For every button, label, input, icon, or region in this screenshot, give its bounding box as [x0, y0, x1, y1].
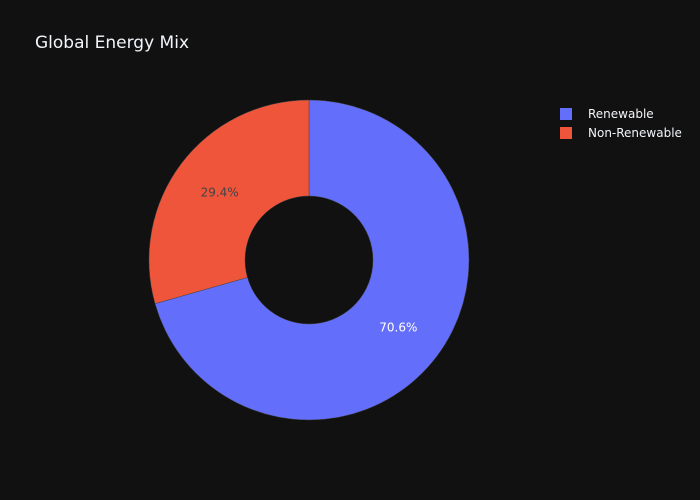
slice-label-renewable: 70.6% [379, 321, 417, 335]
donut-slices [148, 99, 470, 421]
legend-swatch-renewable [560, 107, 572, 120]
legend: Renewable Non-Renewable [560, 104, 682, 142]
legend-label-non-renewable: Non-Renewable [588, 125, 682, 140]
slice-non-renewable[interactable] [148, 99, 310, 304]
donut-slice-labels: 70.6% 29.4% [201, 185, 418, 334]
chart-title: Global Energy Mix [35, 33, 190, 53]
slice-label-non-renewable: 29.4% [201, 185, 239, 199]
legend-item-renewable[interactable]: Renewable [560, 104, 682, 123]
slice-renewable[interactable] [154, 99, 470, 421]
legend-item-non-renewable[interactable]: Non-Renewable [560, 123, 682, 142]
legend-label-renewable: Renewable [588, 106, 654, 121]
legend-swatch-non-renewable [560, 126, 572, 139]
